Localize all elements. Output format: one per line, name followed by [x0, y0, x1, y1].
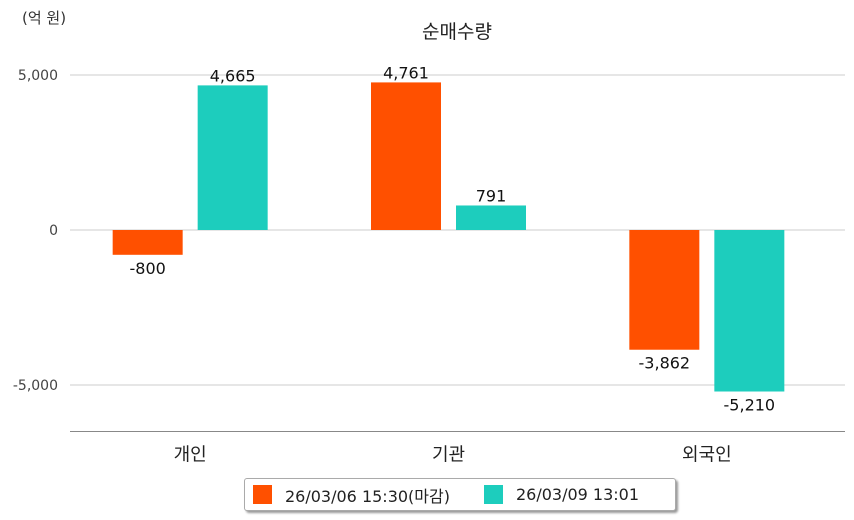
bar-0-1: [197, 85, 268, 230]
data-label: -3,862: [639, 354, 691, 373]
bar-1-0: [371, 82, 441, 230]
legend-label: 26/03/06 15:30(마감): [285, 486, 450, 506]
data-label: 4,761: [383, 63, 429, 82]
data-label: -5,210: [724, 396, 776, 415]
data-label: 4,665: [210, 66, 256, 85]
legend-item[interactable]: 26/03/06 15:30(마감): [253, 483, 450, 507]
bar-2-1: [714, 230, 785, 392]
x-tick-label: 개인: [174, 445, 207, 466]
bar-1-1: [456, 205, 526, 230]
legend-swatch: [253, 485, 272, 504]
data-label: 791: [476, 186, 507, 205]
bar-0-0: [112, 230, 183, 255]
bar-2-0: [629, 230, 700, 350]
unit-label: (억 원): [22, 9, 66, 27]
y-tick-label: 5,000: [18, 68, 58, 84]
legend: 26/03/06 15:30(마감) 26/03/09 13:01: [244, 478, 676, 511]
legend-item[interactable]: 26/03/09 13:01: [483, 485, 640, 504]
x-tick-label: 기관: [432, 445, 465, 466]
data-label: -800: [130, 259, 166, 278]
legend-swatch: [483, 485, 503, 504]
y-tick-label: -5,000: [13, 378, 58, 394]
chart-title: 순매수량: [422, 21, 492, 43]
x-tick-label: 외국인: [682, 445, 732, 466]
legend-label: 26/03/09 13:01: [515, 485, 640, 504]
y-tick-label: 0: [49, 223, 58, 239]
